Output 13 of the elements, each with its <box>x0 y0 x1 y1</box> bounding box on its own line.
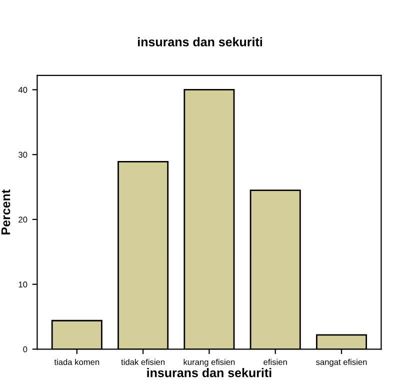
y-tick-label: 40 <box>18 86 28 93</box>
x-axis-title: insurans dan sekuriti <box>147 368 272 378</box>
x-tick-label: sangat efisien <box>316 358 367 367</box>
x-tick-label: efisien <box>264 358 287 366</box>
chart-title: insurans dan sekuriti <box>138 37 262 46</box>
y-tick-label: 20 <box>18 216 28 223</box>
y-tick-label: 30 <box>18 152 28 158</box>
y-tick-label: 10 <box>18 282 28 288</box>
y-tick-label: 0 <box>23 346 28 352</box>
x-tick-label: kurang efisien <box>184 358 235 367</box>
x-tick-label: tiada komen <box>54 358 100 366</box>
x-tick-label: tidak efisien <box>121 358 165 366</box>
y-axis-title: Percent <box>1 190 10 234</box>
